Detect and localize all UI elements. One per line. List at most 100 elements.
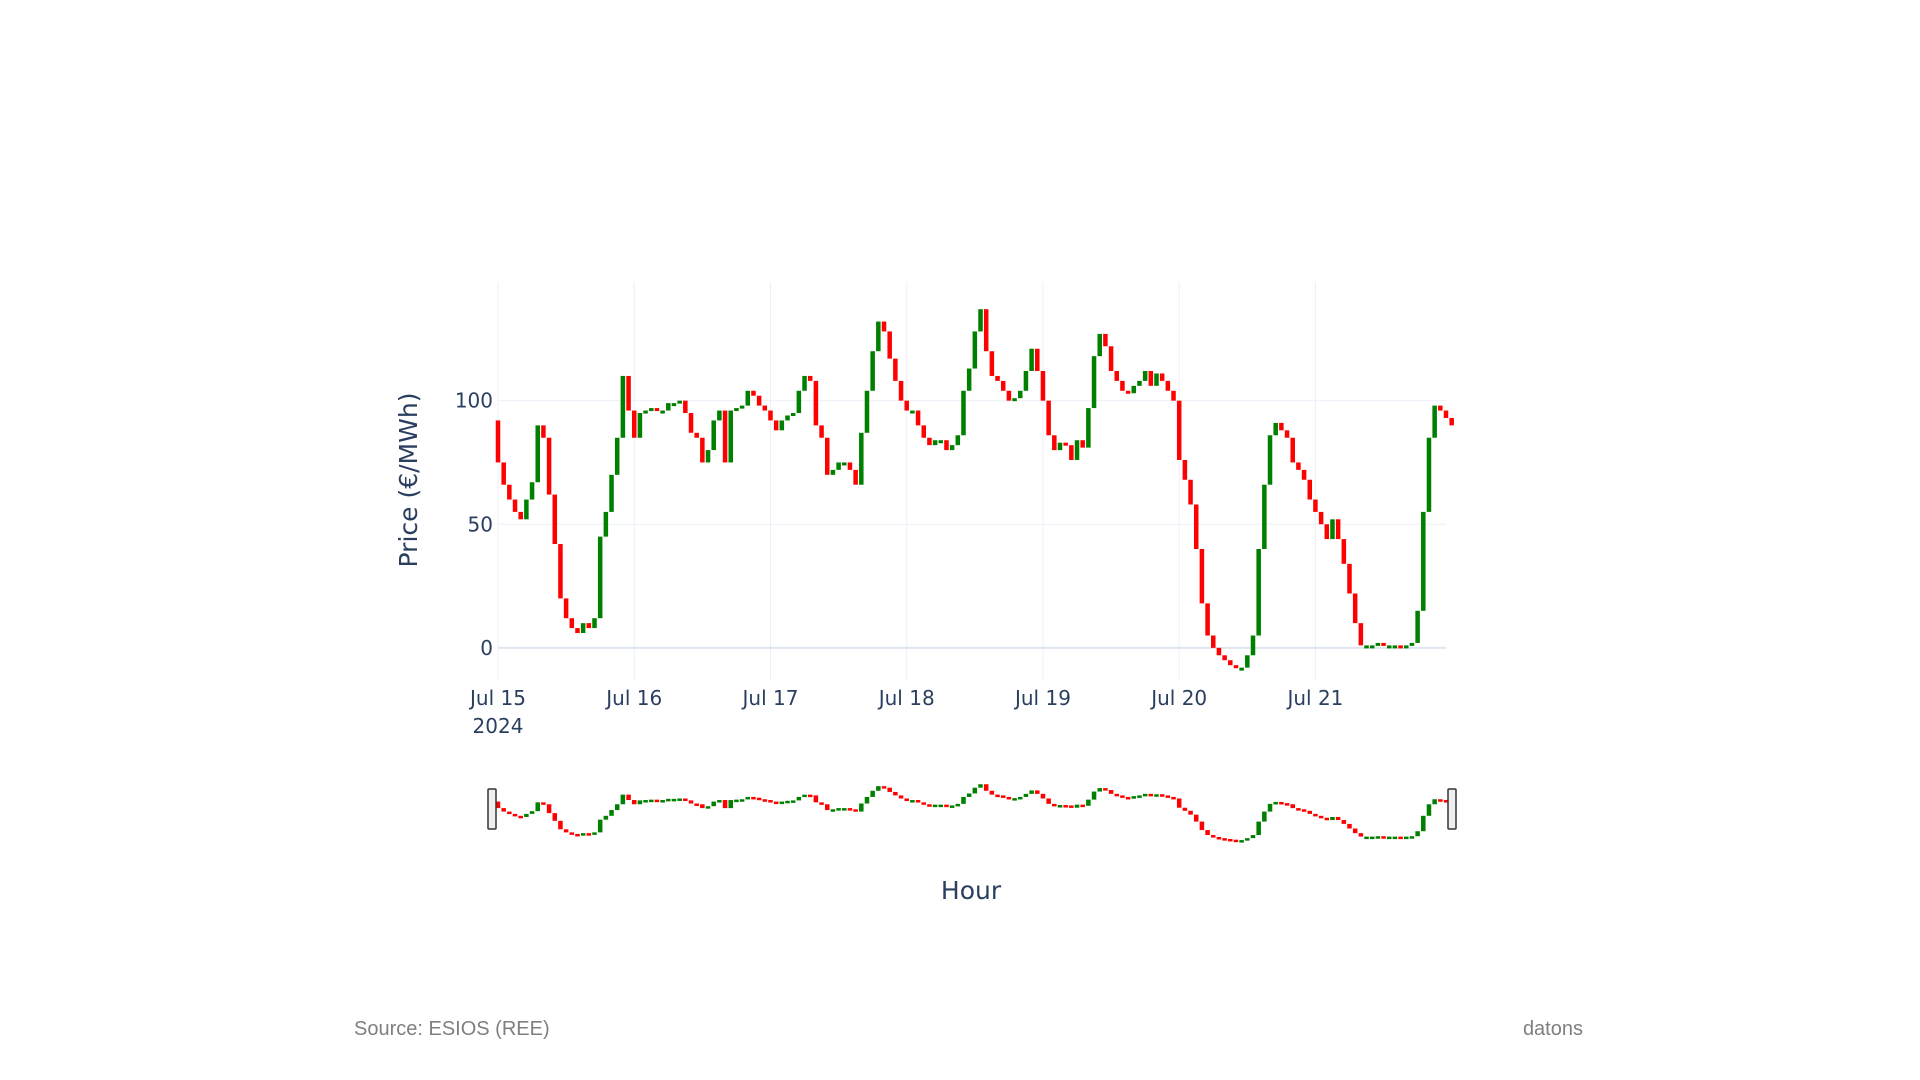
candle [705, 450, 711, 463]
candle [773, 420, 779, 431]
slider-candle [688, 800, 694, 804]
x-tick-label: Jul 18 [877, 686, 935, 710]
candle [1017, 390, 1023, 399]
slider-candle [614, 804, 620, 811]
candle [1284, 430, 1290, 438]
candle [1369, 645, 1375, 649]
slider-candle [1438, 799, 1443, 802]
slider-candle [728, 800, 733, 809]
slider-candle [1199, 821, 1205, 831]
candle [1313, 499, 1318, 512]
candle [813, 380, 819, 426]
slider-candle [1114, 793, 1120, 797]
y-tick-label: 100 [455, 389, 493, 413]
slider-candle [739, 799, 745, 802]
slider-candle [768, 800, 773, 803]
slider-candle [637, 800, 643, 805]
candle [1449, 417, 1454, 426]
candle [898, 380, 904, 401]
candle [620, 375, 626, 438]
slider-candle [796, 796, 802, 801]
slider-candle [580, 833, 586, 836]
candle [1256, 548, 1261, 636]
range-slider[interactable] [487, 784, 1457, 843]
range-slider-right-handle[interactable] [1447, 788, 1457, 830]
candle [1086, 408, 1091, 448]
slider-candle [887, 787, 892, 792]
slider-candle [1165, 795, 1171, 798]
slider-candle [620, 794, 626, 805]
slider-candle [1330, 816, 1335, 821]
candle [955, 435, 961, 446]
slider-candle [518, 815, 523, 819]
candle [972, 331, 978, 369]
slider-candle [1159, 794, 1165, 797]
candle [859, 432, 864, 485]
x-axis-title: Hour [941, 876, 1002, 905]
slider-candle [1392, 836, 1398, 840]
candle [927, 437, 932, 446]
slider-candle [1233, 839, 1239, 843]
slider-candle [700, 804, 705, 809]
candle [1029, 348, 1034, 371]
slider-candle [1171, 796, 1176, 800]
slider-candle [864, 796, 870, 804]
candle [887, 331, 892, 359]
candle [524, 499, 529, 520]
slider-candle [1358, 833, 1364, 837]
slider-candle [586, 833, 592, 836]
slider-candle [1035, 790, 1040, 794]
slider-candle [1347, 823, 1352, 829]
candle [739, 405, 745, 409]
candle [558, 544, 563, 599]
candle [495, 420, 501, 463]
candle [529, 482, 535, 500]
slider-candle [1386, 836, 1392, 840]
candle [1273, 422, 1278, 436]
slider-candle [575, 833, 580, 837]
candle [1358, 623, 1364, 646]
candle [1386, 645, 1392, 649]
slider-candle [1029, 790, 1034, 794]
candle [677, 400, 682, 404]
slider-candle [1369, 836, 1375, 840]
candle [819, 425, 824, 438]
candle [660, 410, 665, 414]
candle [643, 410, 648, 414]
slider-candle [1193, 814, 1199, 822]
candle [1074, 440, 1080, 460]
slider-candle [1216, 836, 1222, 840]
candle [1108, 346, 1114, 371]
candle [1205, 603, 1210, 636]
slider-candle [1245, 838, 1250, 841]
slider-candle [1307, 810, 1313, 814]
candle [1233, 665, 1239, 669]
candle [961, 390, 966, 436]
candle [1364, 645, 1369, 649]
candle [1404, 645, 1409, 649]
slider-candle [842, 808, 847, 811]
slider-candle [978, 784, 983, 788]
slider-candle [1381, 836, 1386, 839]
candle [1035, 348, 1040, 371]
slider-candle [1324, 817, 1330, 821]
candle [1239, 667, 1244, 671]
slider-candle [524, 813, 529, 817]
candle [671, 403, 677, 407]
candle [603, 511, 609, 537]
slider-candle [512, 813, 518, 817]
candle [1426, 437, 1432, 512]
candle [586, 623, 592, 629]
candle [1057, 442, 1063, 451]
candle [609, 474, 614, 512]
slider-candle [745, 796, 751, 800]
slider-candle [592, 832, 597, 835]
x-axis-ticks: Jul 15 2024 Jul 16 Jul 17 Jul 18 Jul 19 Jul 20… [468, 686, 1343, 738]
range-slider-left-handle[interactable] [487, 788, 497, 830]
slider-candle [966, 793, 972, 797]
slider-candle [972, 787, 978, 794]
candle [512, 499, 518, 512]
candle [614, 437, 620, 475]
candlestick-series [495, 309, 1454, 671]
slider-candle [1284, 803, 1290, 806]
